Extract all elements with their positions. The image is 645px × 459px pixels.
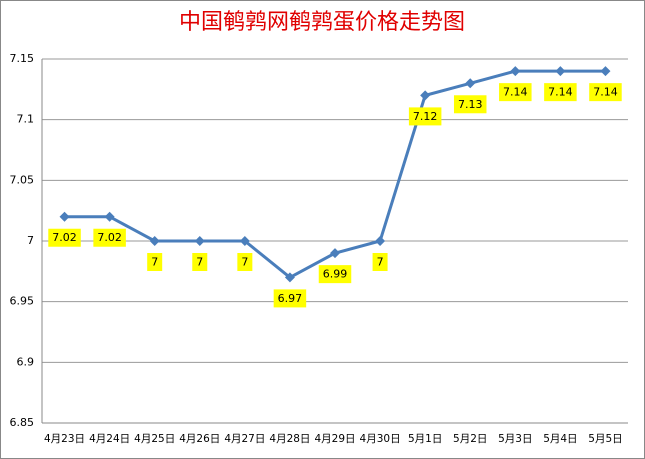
- value-label: 7.02: [52, 231, 77, 244]
- x-tick-label: 5月3日: [498, 433, 532, 445]
- x-tick-label: 5月4日: [543, 433, 577, 445]
- marker: [194, 236, 205, 246]
- value-label: 7.13: [458, 98, 483, 111]
- y-tick-label: 7: [27, 234, 34, 247]
- value-label: 7.02: [97, 231, 122, 244]
- x-tick-label: 5月1日: [408, 433, 442, 445]
- x-tick-label: 4月24日: [89, 433, 130, 445]
- marker: [600, 66, 611, 77]
- x-tick-label: 4月23日: [44, 433, 85, 445]
- marker: [104, 211, 115, 222]
- marker: [330, 248, 340, 259]
- label-bg: [237, 253, 253, 271]
- label-bg: [192, 253, 208, 271]
- marker: [59, 211, 70, 222]
- label-bg: [318, 265, 352, 284]
- label-bg: [273, 289, 307, 308]
- marker: [420, 90, 431, 101]
- label-bg: [372, 253, 388, 271]
- value-label: 7.14: [548, 86, 573, 99]
- label-bg: [48, 228, 81, 247]
- y-tick-label: 7.1: [17, 113, 35, 126]
- marker: [284, 272, 295, 283]
- x-tick-label: 4月30日: [360, 433, 401, 445]
- marker: [149, 236, 160, 246]
- value-label: 7.14: [593, 86, 618, 99]
- label-bg: [147, 253, 163, 271]
- value-label: 7: [196, 256, 203, 269]
- y-tick-label: 6.95: [10, 295, 35, 308]
- chart-title: 中国鹌鹑网鹌鹑蛋价格走势图: [179, 9, 465, 34]
- marker: [465, 78, 476, 89]
- x-tick-label: 4月29日: [314, 433, 355, 445]
- y-tick-label: 6.9: [17, 355, 35, 368]
- marker: [239, 236, 250, 246]
- x-tick-label: 5月2日: [453, 433, 487, 445]
- y-tick-label: 6.85: [10, 416, 35, 429]
- value-label: 7: [377, 256, 384, 269]
- value-label: 7: [241, 256, 248, 269]
- x-tick-label: 4月25日: [134, 433, 175, 445]
- marker: [510, 66, 521, 77]
- label-bg: [408, 107, 442, 126]
- value-label: 7: [151, 256, 158, 269]
- x-tick-label: 4月26日: [179, 433, 220, 445]
- marker: [555, 66, 566, 77]
- label-bg: [589, 83, 622, 102]
- value-label: 7.12: [413, 110, 438, 123]
- value-label: 6.99: [323, 268, 348, 281]
- value-label: 6.97: [278, 292, 303, 305]
- label-bg: [453, 95, 487, 114]
- x-tick-label: 4月27日: [224, 433, 265, 445]
- x-tick-label: 5月5日: [588, 433, 622, 445]
- y-tick-label: 7.15: [10, 52, 35, 65]
- value-label: 7.14: [503, 86, 528, 99]
- label-bg: [544, 83, 577, 102]
- marker: [375, 236, 386, 246]
- x-tick-label: 4月28日: [269, 433, 310, 445]
- y-tick-label: 7.05: [10, 173, 35, 186]
- label-bg: [499, 83, 532, 102]
- label-bg: [93, 228, 126, 247]
